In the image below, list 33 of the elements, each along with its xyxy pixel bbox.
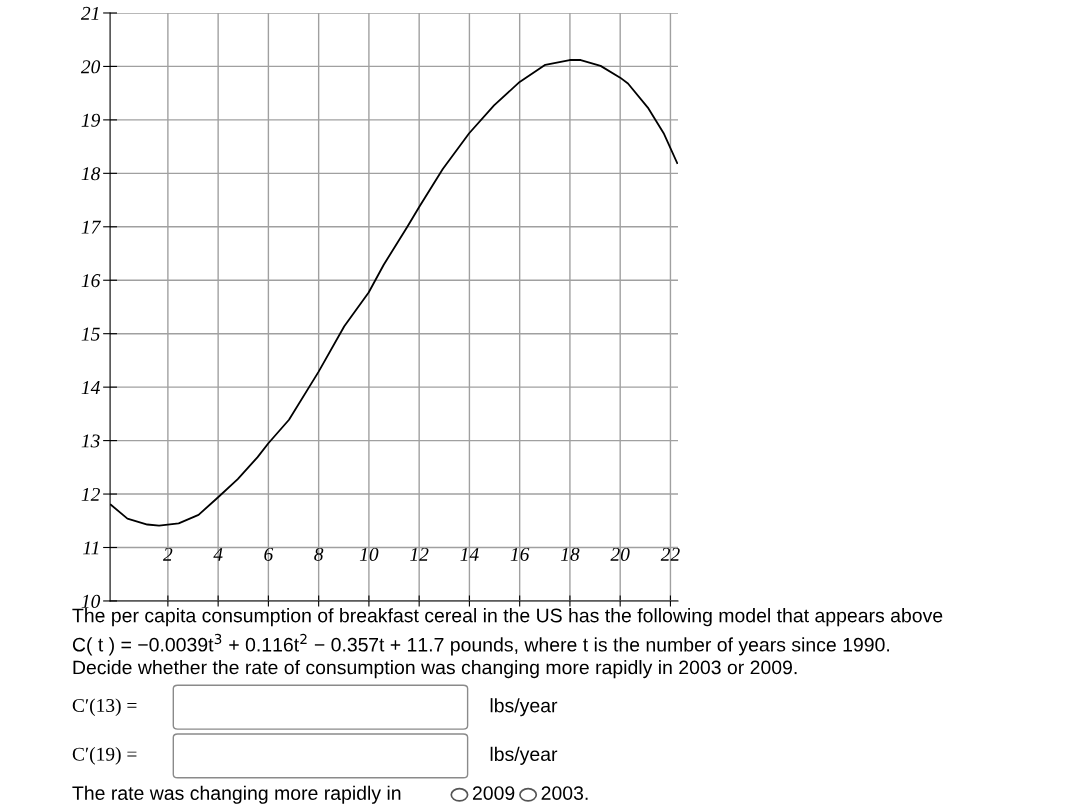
x-tick-label: 8 bbox=[314, 547, 324, 561]
y-tick-label: 12 bbox=[81, 487, 100, 501]
x-tick-label: 12 bbox=[410, 547, 429, 561]
text: C( t ) = −0.0039t$^{3}$ + 0.116t$^{2}$ − 0.357t + 11.7 pounds, where t is the number of years since 1990. bbox=[72, 633, 890, 656]
y-tick-label: 13 bbox=[81, 434, 100, 448]
text: 2003. bbox=[541, 786, 588, 800]
x-tick-label: 14 bbox=[460, 547, 479, 561]
text: The per capita consumption of breakfast cereal in the US has the following model that appears above bbox=[72, 608, 943, 627]
x-tick-label: 2 bbox=[163, 547, 173, 561]
y-tick-label: 21 bbox=[80, 6, 99, 20]
text: lbs/year bbox=[490, 698, 558, 717]
x-tick-label: 4 bbox=[213, 547, 223, 561]
y-tick-label: 14 bbox=[81, 381, 100, 394]
y-tick-label: 11 bbox=[83, 541, 99, 555]
y-tick-label: 10 bbox=[81, 594, 101, 608]
y-tick-label: 20 bbox=[80, 60, 101, 74]
x-tick-label: 20 bbox=[610, 547, 630, 561]
x-tick-label: 18 bbox=[560, 547, 580, 561]
text: 2009 bbox=[472, 786, 515, 800]
x-tick-label: 10 bbox=[359, 547, 379, 561]
y-tick-label: 17 bbox=[81, 220, 102, 234]
y-tick-label: 16 bbox=[81, 274, 101, 288]
x-tick-label: 6 bbox=[264, 547, 274, 561]
x-tick-label: 16 bbox=[510, 547, 530, 561]
y-tick-label: 18 bbox=[81, 167, 101, 181]
text: C′(13) = bbox=[72, 698, 137, 717]
text: C′(19) = bbox=[72, 747, 137, 765]
y-tick-label: 19 bbox=[81, 113, 101, 127]
text: lbs/year bbox=[490, 746, 558, 765]
x-tick-label: 22 bbox=[660, 547, 680, 561]
y-tick-label: 15 bbox=[81, 327, 100, 341]
text: Decide whether the rate of consumption was changing more rapidly in 2003 or 2009. bbox=[73, 660, 797, 679]
text: The rate was changing more rapidly in bbox=[72, 785, 401, 804]
